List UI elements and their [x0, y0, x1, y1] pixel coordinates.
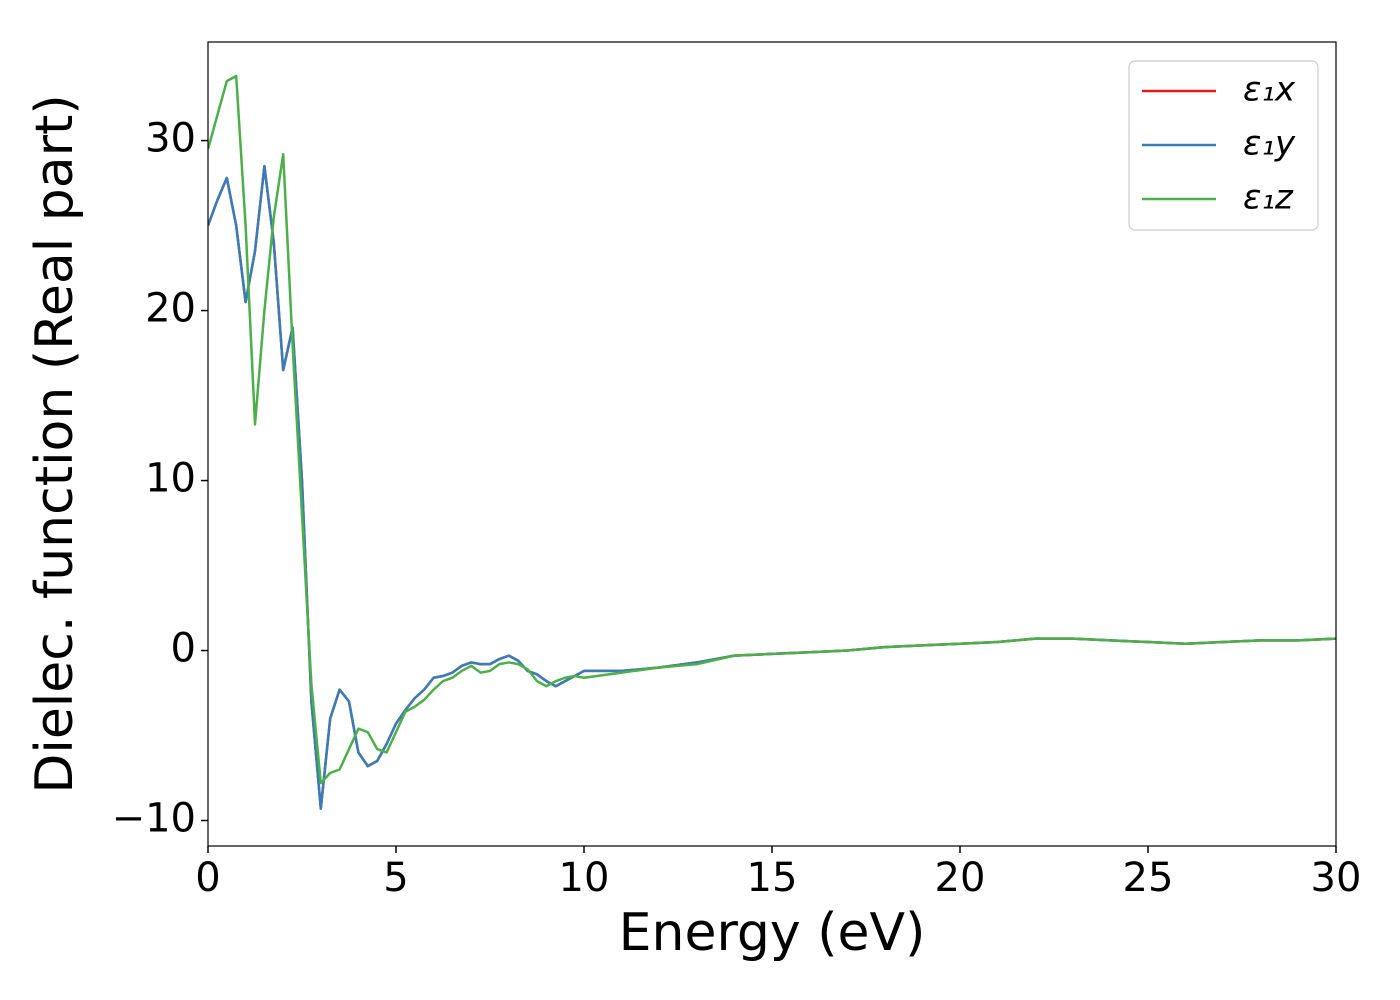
- y-tick-label: −10: [112, 796, 196, 842]
- x-axis-label: Energy (eV): [619, 903, 926, 963]
- legend-box: [1128, 60, 1319, 231]
- plot-frame: [207, 41, 1337, 847]
- data-line: [208, 74, 1336, 785]
- data-line: [208, 164, 1336, 810]
- y-tick-label: 0: [171, 626, 196, 672]
- x-tick-label: 30: [1311, 855, 1362, 901]
- legend-label: ε₁y: [1243, 124, 1296, 164]
- y-tick-label: 30: [145, 116, 196, 162]
- x-tick-label: 10: [559, 855, 610, 901]
- legend-label: ε₁z: [1243, 178, 1294, 218]
- y-tick-label: 10: [145, 456, 196, 502]
- y-axis-label: Dielec. function (Real part): [25, 94, 85, 793]
- x-tick-label: 25: [1123, 855, 1174, 901]
- x-tick-label: 0: [195, 855, 220, 901]
- data-line: [208, 164, 1336, 810]
- y-tick-label: 20: [145, 286, 196, 332]
- x-tick-label: 15: [747, 855, 798, 901]
- x-tick-label: 20: [935, 855, 986, 901]
- legend-label: ε₁x: [1243, 70, 1296, 110]
- x-tick-label: 5: [383, 855, 408, 901]
